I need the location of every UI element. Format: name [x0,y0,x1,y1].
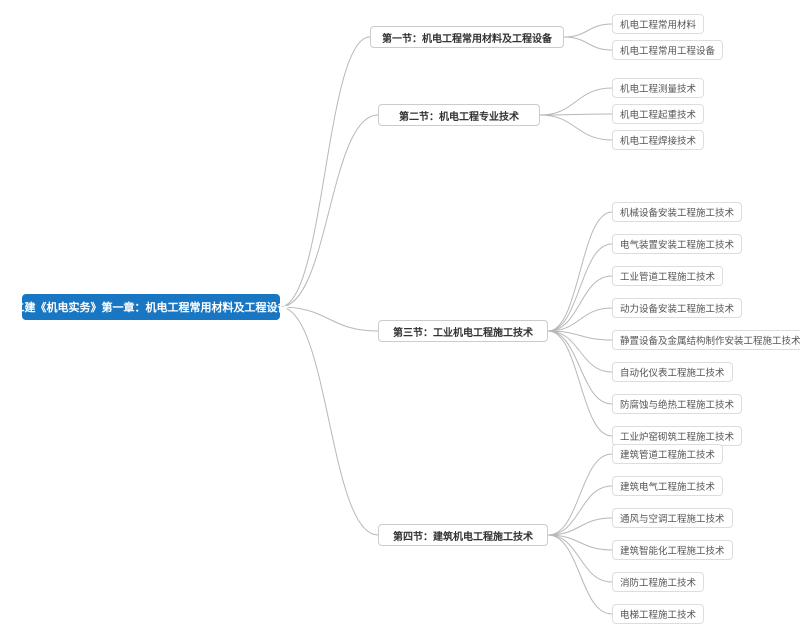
leaf-node-2-6: 防腐蚀与绝热工程施工技术 [612,394,742,414]
leaf-node-3-3: 建筑智能化工程施工技术 [612,540,733,560]
section-node-1: 第二节：机电工程专业技术 [378,104,540,126]
leaf-node-2-1: 电气装置安装工程施工技术 [612,234,742,254]
leaf-node-2-4: 静置设备及金属结构制作安装工程施工技术 [612,330,800,350]
section-node-3: 第四节：建筑机电工程施工技术 [378,524,548,546]
leaf-node-2-5: 自动化仪表工程施工技术 [612,362,733,382]
leaf-node-2-7: 工业炉窑砌筑工程施工技术 [612,426,742,446]
leaf-node-0-0: 机电工程常用材料 [612,14,704,34]
leaf-node-3-5: 电梯工程施工技术 [612,604,704,624]
leaf-node-1-2: 机电工程焊接技术 [612,130,704,150]
leaf-node-2-0: 机械设备安装工程施工技术 [612,202,742,222]
leaf-node-3-1: 建筑电气工程施工技术 [612,476,723,496]
leaf-node-2-2: 工业管道工程施工技术 [612,266,723,286]
leaf-node-1-0: 机电工程测量技术 [612,78,704,98]
leaf-node-0-1: 机电工程常用工程设备 [612,40,723,60]
root-node: 二建《机电实务》第一章：机电工程常用材料及工程设备 [22,294,280,320]
leaf-node-2-3: 动力设备安装工程施工技术 [612,298,742,318]
section-node-2: 第三节：工业机电工程施工技术 [378,320,548,342]
leaf-node-3-0: 建筑管道工程施工技术 [612,444,723,464]
leaf-node-3-4: 消防工程施工技术 [612,572,704,592]
leaf-node-3-2: 通风与空调工程施工技术 [612,508,733,528]
leaf-node-1-1: 机电工程起重技术 [612,104,704,124]
section-node-0: 第一节：机电工程常用材料及工程设备 [370,26,564,48]
